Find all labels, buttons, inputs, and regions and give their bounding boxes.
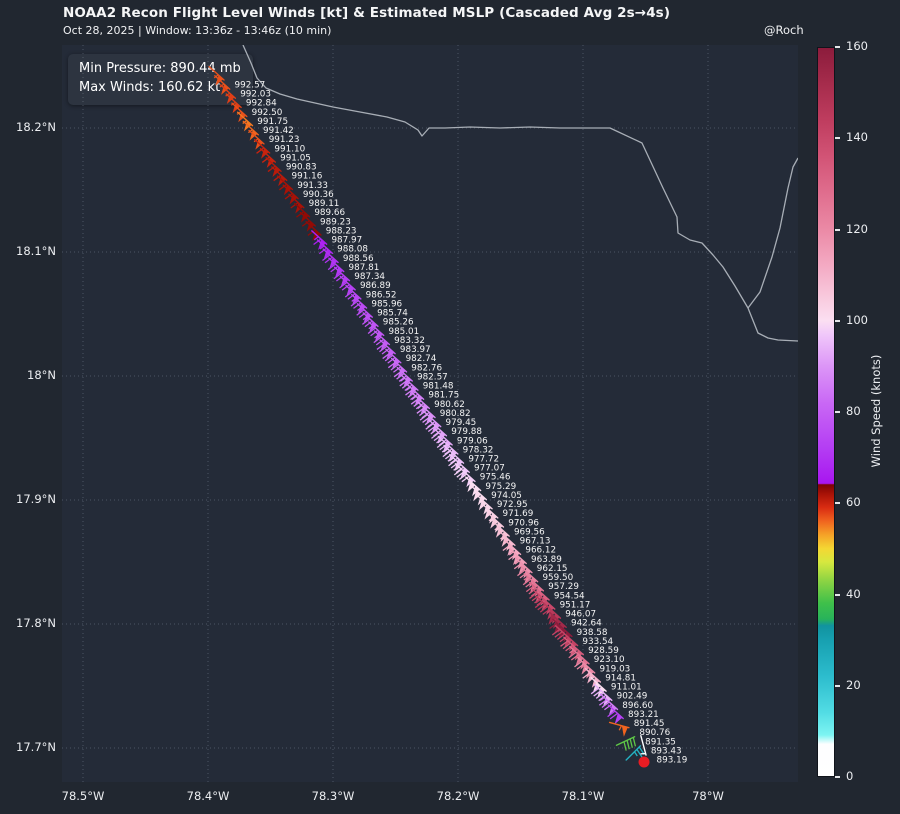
x-tick-label: 78.4°W (186, 789, 230, 803)
min-pressure-text: Min Pressure: 890.44 mb (79, 61, 241, 76)
colorbar-axis-label: Wind Speed (knots) (869, 354, 883, 468)
y-tick-label: 17.7°N (16, 740, 56, 754)
colorbar-tick (835, 684, 840, 687)
colorbar-tick (835, 46, 840, 48)
y-tick-label: 17.9°N (16, 492, 56, 506)
plot-area (62, 45, 798, 782)
credit-text: @Roch (764, 23, 804, 37)
colorbar-tick-label: 0 (846, 769, 854, 783)
colorbar-tick-label: 140 (846, 130, 868, 145)
info-box: Min Pressure: 890.44 mb Max Winds: 160.6… (68, 54, 253, 105)
page-title: NOAA2 Recon Flight Level Winds [kt] & Es… (63, 5, 671, 21)
y-tick-label: 17.8°N (16, 616, 56, 630)
colorbar (817, 47, 835, 777)
colorbar-tick (835, 137, 840, 140)
colorbar-tick (835, 319, 840, 322)
colorbar-tick-label: 60 (846, 495, 861, 510)
colorbar-tick-label: 20 (846, 677, 861, 692)
colorbar-tick-label: 40 (846, 586, 861, 601)
x-tick-label: 78°W (692, 789, 724, 803)
colorbar-tick (835, 776, 840, 778)
x-tick-label: 78.2°W (436, 789, 480, 803)
colorbar-tick-label: 160 (846, 39, 868, 53)
x-tick-label: 78.5°W (61, 789, 105, 803)
y-tick-label: 18°N (27, 368, 56, 382)
chart-subtitle: Oct 28, 2025 | Window: 13:36z - 13:46z (… (63, 24, 332, 37)
y-tick-label: 18.1°N (16, 244, 56, 258)
colorbar-tick (835, 411, 840, 413)
colorbar-tick-label: 100 (846, 312, 868, 327)
max-winds-text: Max Winds: 160.62 kt (79, 79, 221, 95)
x-tick-label: 78.1°W (561, 789, 605, 803)
colorbar-tick (835, 228, 840, 231)
x-tick-label: 78.3°W (311, 789, 355, 803)
colorbar-tick (835, 593, 840, 596)
colorbar-tick-label: 80 (846, 404, 861, 418)
colorbar-tick (835, 502, 840, 505)
y-tick-label: 18.2°N (16, 120, 56, 134)
colorbar-tick-label: 120 (846, 221, 868, 236)
